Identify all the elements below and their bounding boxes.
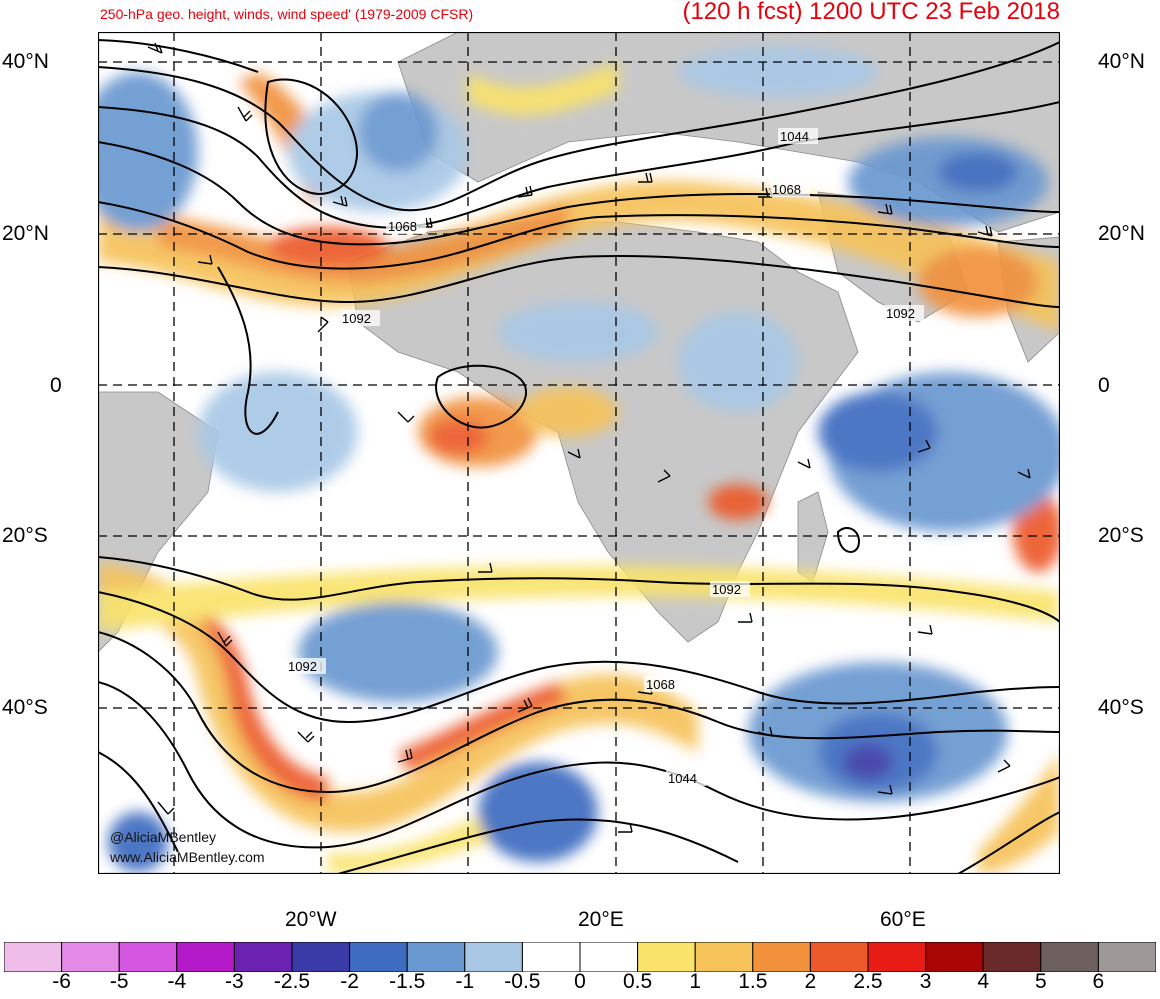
colorbar-tick-label: -6 (52, 970, 71, 993)
wind-barbs (147, 42, 1031, 833)
colorbar-tick-label: 2 (804, 970, 817, 993)
colorbar-swatch (176, 942, 235, 972)
colorbar-tick-label: 1.5 (738, 970, 768, 993)
colorbar-swatch (118, 942, 178, 972)
contour-label: 1068 (388, 219, 417, 234)
lat-label-20s-left: 20°S (2, 524, 48, 547)
lat-label-40s-right: 40°S (1098, 696, 1144, 719)
contour-label: 1044 (668, 771, 697, 786)
colorbar-tick-label: -3 (225, 970, 244, 993)
colorbar (4, 942, 1156, 972)
map-title: (120 h fcst) 1200 UTC 23 Feb 2018 (682, 0, 1060, 25)
lon-label-60e: 60°E (880, 908, 926, 931)
lat-label-40n-right: 40°N (1098, 50, 1145, 73)
contour-label: 1092 (712, 582, 741, 597)
lon-label-20e: 20°E (578, 908, 624, 931)
colorbar-tick-label: 1 (689, 970, 702, 993)
colorbar-tick-label: 0.5 (622, 970, 653, 993)
height-contours (98, 39, 1060, 874)
colorbar-tick-label: -1 (455, 970, 475, 993)
colorbar-tick-label: -2.5 (273, 970, 311, 993)
colorbar-swatch (694, 942, 754, 972)
colorbar-tick-label: -1.5 (389, 970, 426, 993)
graticule (98, 32, 1060, 874)
contour-label: 1068 (646, 677, 675, 692)
lat-label-20n-left: 20°N (2, 222, 49, 245)
anomaly-shading (98, 47, 1060, 874)
lat-label-eq-left: 0 (50, 374, 62, 397)
colorbar-swatch (349, 942, 408, 972)
contour-labels: 1044 1068 1068 1092 1092 1092 1092 1068 … (286, 128, 924, 786)
map-frame (98, 32, 1060, 874)
colorbar-tick-label: -0.5 (504, 970, 541, 993)
colorbar-swatch (521, 942, 581, 972)
contour-label: 1092 (288, 659, 317, 674)
colorbar-tick-label: 5 (1034, 970, 1047, 993)
lat-label-40s-left: 40°S (2, 696, 48, 719)
colorbar-swatch (982, 942, 1042, 972)
lat-label-20s-right: 20°S (1098, 524, 1144, 547)
colorbar-tick-label: -4 (167, 970, 187, 993)
lon-label-20w: 20°W (285, 908, 337, 931)
map-subtitle: 250-hPa geo. height, winds, wind speed' … (100, 6, 474, 22)
land-madagascar (797, 491, 829, 583)
colorbar-swatch (925, 942, 984, 972)
colorbar-swatch (579, 942, 639, 972)
lat-label-eq-right: 0 (1098, 374, 1110, 397)
colorbar-tick-label: 4 (977, 970, 990, 993)
colorbar-swatch (4, 942, 63, 972)
colorbar-tick-label: 2.5 (853, 970, 883, 993)
colorbar-tick-label: 6 (1092, 970, 1105, 993)
colorbar-swatch (464, 942, 523, 972)
colorbar-tick-label: 3 (919, 970, 932, 993)
colorbar-tick-label: -2 (340, 970, 359, 993)
weather-map: 1044 1068 1068 1092 1092 1092 1092 1068 … (98, 32, 1060, 874)
colorbar-swatch (291, 942, 351, 972)
credit-handle: @AliciaMBentley (110, 829, 217, 845)
colorbar-swatch (61, 942, 120, 972)
colorbar-swatch (809, 942, 869, 972)
contour-label: 1092 (342, 311, 371, 326)
lat-label-20n-right: 20°N (1098, 222, 1145, 245)
lat-label-40n-left: 40°N (2, 50, 49, 73)
colorbar-swatch (406, 942, 466, 972)
colorbar-swatch (867, 942, 927, 972)
credit-website: www.AliciaMBentley.com (110, 849, 265, 865)
contour-label: 1068 (772, 182, 801, 197)
contour-label: 1044 (780, 129, 809, 144)
contour-label: 1092 (886, 306, 915, 321)
colorbar-tick-label: -5 (109, 970, 129, 993)
colorbar-tick-label: 0 (574, 970, 586, 993)
colorbar-swatch (233, 942, 293, 972)
colorbar-swatch (1040, 942, 1099, 972)
colorbar-swatch (752, 942, 811, 972)
colorbar-swatch (1097, 942, 1156, 972)
colorbar-swatch (637, 942, 696, 972)
